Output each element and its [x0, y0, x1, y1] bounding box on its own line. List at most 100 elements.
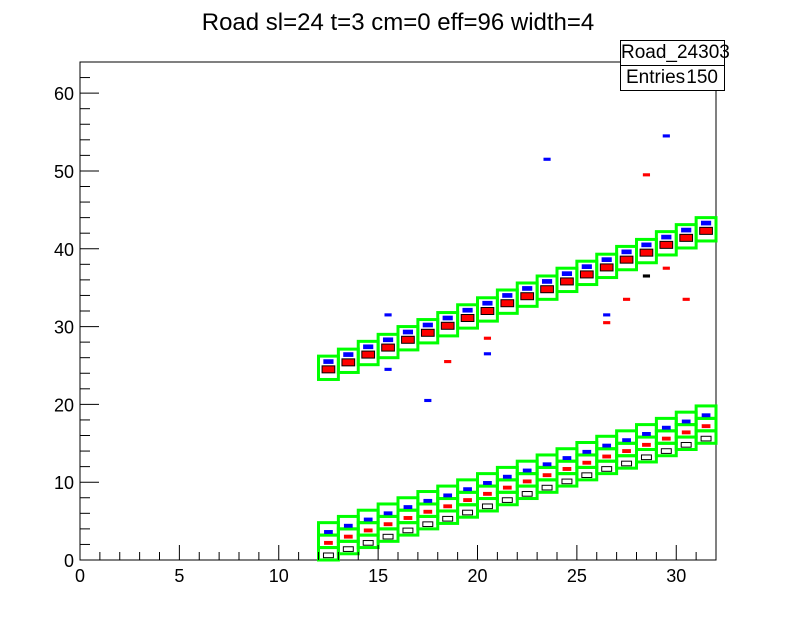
stats-box: Road_24303 Entries 150 — [620, 40, 730, 91]
hit-red — [681, 430, 691, 435]
hit-black — [640, 454, 652, 461]
hit-red — [542, 473, 552, 478]
hit-blue — [384, 367, 392, 371]
stats-entries-label: Entries — [626, 67, 686, 88]
hit-red — [520, 292, 535, 301]
hit-red — [443, 504, 453, 509]
hit-black — [541, 484, 553, 491]
hit-black — [581, 472, 593, 479]
hit-blue — [621, 249, 632, 255]
hit-blue — [442, 315, 453, 321]
hit-blue — [502, 474, 512, 479]
hit-red — [483, 491, 492, 496]
hit-black — [561, 478, 573, 485]
y-tick-label: 60 — [54, 84, 74, 104]
hit-blue — [561, 271, 573, 276]
hit-blue — [443, 493, 453, 498]
x-tick-label: 30 — [666, 566, 686, 586]
hit-blue — [422, 322, 433, 328]
hit-red — [582, 460, 592, 465]
hit-blue — [681, 419, 691, 424]
hit-blue — [581, 264, 592, 269]
hit-blue — [403, 505, 413, 510]
hit-blue — [562, 456, 572, 461]
hit-blue — [700, 220, 712, 226]
hit-red — [403, 516, 413, 520]
hit-blue — [424, 398, 432, 403]
hit-red — [483, 336, 492, 340]
y-tick-label: 40 — [54, 240, 74, 260]
hit-blue — [483, 481, 492, 485]
hit-red — [460, 314, 475, 323]
hit-red — [679, 233, 694, 242]
hit-blue — [542, 462, 552, 467]
hit-red — [642, 173, 651, 177]
chart-title: Road sl=24 t=3 cm=0 eff=96 width=4 — [202, 9, 595, 36]
hit-red — [579, 270, 594, 279]
y-tick-label: 30 — [54, 318, 74, 338]
x-tick-label: 0 — [75, 566, 85, 586]
hit-red — [480, 306, 495, 316]
hit-black — [521, 491, 533, 497]
hit-red — [602, 454, 612, 459]
x-tick-label: 15 — [368, 566, 388, 586]
hit-red — [361, 350, 376, 359]
hit-red — [659, 240, 674, 249]
hit-blue — [483, 352, 492, 356]
hit-blue — [402, 329, 414, 335]
hit-red — [420, 328, 435, 337]
hit-blue — [522, 286, 533, 291]
hit-blue — [701, 413, 711, 418]
y-tick-label: 20 — [54, 395, 74, 415]
hit-red — [622, 449, 631, 454]
hit-blue — [343, 523, 353, 528]
hit-blue — [641, 242, 652, 248]
hit-red — [662, 266, 670, 270]
x-tick-label: 20 — [467, 566, 487, 586]
hit-blue — [601, 257, 612, 262]
hit-blue — [463, 487, 472, 492]
hit-black — [700, 435, 712, 442]
hit-red — [463, 498, 472, 503]
hit-red — [540, 285, 554, 294]
x-tick-label: 25 — [567, 566, 587, 586]
hit-red — [324, 540, 333, 545]
hit-blue — [363, 344, 374, 350]
hit-red — [440, 321, 455, 330]
hit-black — [362, 540, 374, 546]
hit-blue — [541, 279, 553, 284]
hit-black — [402, 527, 414, 534]
hit-blue — [323, 359, 334, 364]
x-tick-label: 10 — [269, 566, 289, 586]
hit-red — [562, 467, 572, 471]
hit-black — [642, 274, 651, 278]
hit-black — [322, 552, 334, 559]
hit-blue — [482, 300, 493, 306]
hit-red — [622, 297, 631, 301]
hit-blue — [661, 234, 672, 240]
hit-blue — [324, 530, 333, 534]
hit-blue — [384, 313, 392, 317]
hit-blue — [382, 337, 394, 343]
hit-blue — [543, 157, 551, 161]
hit-red — [699, 226, 713, 235]
hit-red — [500, 299, 515, 308]
hit-red — [682, 297, 690, 301]
hit-blue — [602, 443, 612, 448]
hit-red — [383, 522, 393, 527]
hit-red — [444, 360, 452, 364]
hit-blue — [661, 425, 671, 430]
hit-red — [642, 442, 651, 447]
hit-black — [342, 546, 354, 552]
hit-red — [363, 528, 373, 533]
stats-name: Road_24303 — [621, 41, 730, 66]
y-tick-label: 0 — [64, 551, 74, 571]
hit-red — [321, 365, 336, 374]
hit-blue — [502, 293, 513, 298]
hit-black — [621, 460, 633, 467]
stats-entries-value: 150 — [686, 67, 718, 88]
hit-blue — [383, 511, 393, 516]
hit-blue — [522, 468, 532, 473]
hit-black — [680, 442, 692, 448]
hit-red — [343, 534, 353, 539]
